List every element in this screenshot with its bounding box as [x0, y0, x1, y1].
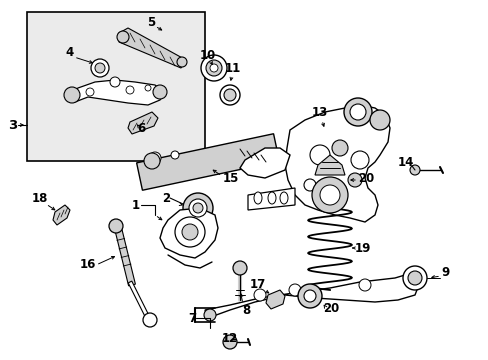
Polygon shape: [240, 148, 289, 178]
Text: 6: 6: [137, 122, 145, 135]
Circle shape: [220, 85, 240, 105]
Circle shape: [350, 151, 368, 169]
Text: 3: 3: [8, 118, 17, 131]
Polygon shape: [314, 155, 345, 175]
Circle shape: [326, 187, 342, 203]
Ellipse shape: [280, 192, 287, 204]
Circle shape: [347, 173, 361, 187]
Circle shape: [171, 151, 179, 159]
Circle shape: [201, 55, 226, 81]
Circle shape: [109, 219, 123, 233]
Text: 8: 8: [242, 303, 250, 316]
Bar: [136, 134, 279, 190]
Circle shape: [86, 88, 94, 96]
Circle shape: [209, 64, 218, 72]
Circle shape: [95, 63, 105, 73]
Circle shape: [349, 104, 365, 120]
Polygon shape: [160, 208, 218, 258]
Circle shape: [203, 309, 216, 321]
Text: 16: 16: [80, 258, 96, 271]
Circle shape: [304, 179, 315, 191]
Polygon shape: [128, 281, 149, 319]
Circle shape: [232, 261, 246, 275]
Text: 11: 11: [224, 62, 241, 75]
Circle shape: [331, 140, 347, 156]
Circle shape: [177, 57, 186, 67]
Text: 5: 5: [147, 15, 155, 28]
Circle shape: [409, 165, 419, 175]
Polygon shape: [114, 227, 135, 286]
Circle shape: [117, 31, 129, 43]
Circle shape: [182, 224, 198, 240]
Circle shape: [153, 85, 167, 99]
Text: 13: 13: [311, 105, 327, 118]
Circle shape: [309, 145, 329, 165]
Text: 10: 10: [200, 49, 216, 62]
Circle shape: [297, 284, 321, 308]
Circle shape: [183, 193, 213, 223]
Circle shape: [224, 89, 236, 101]
Circle shape: [304, 290, 315, 302]
Circle shape: [64, 87, 80, 103]
Polygon shape: [204, 272, 419, 318]
Text: 9: 9: [440, 266, 448, 279]
Circle shape: [126, 86, 134, 94]
Circle shape: [358, 279, 370, 291]
Ellipse shape: [253, 192, 262, 204]
Polygon shape: [128, 112, 158, 134]
Circle shape: [91, 59, 109, 77]
Text: 19: 19: [354, 242, 370, 255]
Bar: [27, 12, 204, 161]
Circle shape: [369, 110, 389, 130]
Circle shape: [145, 85, 151, 91]
Circle shape: [205, 60, 222, 76]
Polygon shape: [68, 80, 164, 105]
Circle shape: [311, 177, 347, 213]
Polygon shape: [265, 290, 285, 309]
Circle shape: [142, 313, 157, 327]
Circle shape: [402, 266, 426, 290]
Text: 17: 17: [249, 278, 265, 291]
Polygon shape: [247, 188, 294, 210]
Circle shape: [110, 77, 120, 87]
Circle shape: [189, 199, 206, 217]
Circle shape: [223, 335, 237, 349]
Text: 18: 18: [32, 192, 48, 204]
Text: 1: 1: [132, 198, 140, 212]
Circle shape: [343, 98, 371, 126]
Circle shape: [143, 153, 160, 169]
Ellipse shape: [267, 192, 275, 204]
Text: 7: 7: [187, 311, 196, 324]
Circle shape: [149, 152, 161, 164]
Text: 20: 20: [357, 171, 373, 185]
Circle shape: [288, 284, 301, 296]
Polygon shape: [119, 28, 185, 68]
Text: 12: 12: [222, 332, 238, 345]
Polygon shape: [285, 105, 389, 222]
Circle shape: [319, 185, 339, 205]
Circle shape: [253, 289, 265, 301]
Circle shape: [407, 271, 421, 285]
Text: 4: 4: [65, 45, 73, 59]
Text: 14: 14: [397, 156, 413, 168]
Circle shape: [175, 217, 204, 247]
Text: 2: 2: [162, 192, 170, 204]
Text: 15: 15: [223, 171, 239, 185]
Text: 20: 20: [323, 302, 339, 315]
Circle shape: [193, 203, 203, 213]
Polygon shape: [53, 205, 70, 225]
